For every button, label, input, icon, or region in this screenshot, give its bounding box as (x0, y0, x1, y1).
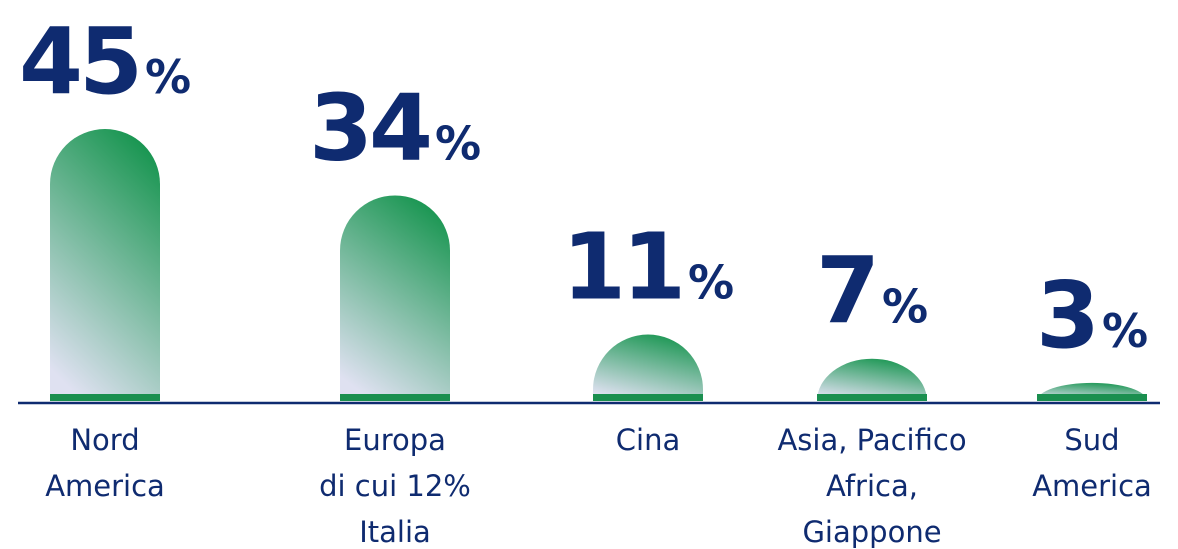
category-line: Asia, Pacifico (777, 423, 966, 457)
category-label: Cina (616, 423, 680, 457)
bar-base (817, 394, 927, 401)
category-line: America (1032, 469, 1152, 503)
bar-base (340, 394, 450, 401)
category-line: Italia (359, 515, 431, 549)
category-line: Europa (344, 423, 446, 457)
bar (50, 129, 160, 401)
bar (817, 358, 927, 401)
value-label: 11% (562, 214, 734, 321)
bar (340, 195, 450, 401)
category-label: Europa di cui 12% Italia (319, 423, 471, 549)
category-line: Africa, (826, 469, 918, 503)
value-label: 3% (1036, 262, 1148, 369)
category-line: Sud (1064, 423, 1119, 457)
value-number: 45 (19, 8, 139, 115)
category-line: Giappone (802, 515, 941, 549)
bar-base (50, 394, 160, 401)
value-unit: % (882, 280, 928, 334)
value-label: 45% (19, 8, 191, 115)
category-label: Nord America (45, 423, 165, 503)
category-line: di cui 12% (319, 469, 471, 503)
value-number: 34 (309, 74, 429, 181)
value-unit: % (1102, 304, 1148, 358)
bar-base (1037, 394, 1147, 401)
bar-base (593, 394, 703, 401)
value-label: 34% (309, 74, 481, 181)
value-number: 11 (562, 214, 682, 321)
value-unit: % (688, 256, 734, 310)
category-line: Cina (616, 423, 680, 457)
value-unit: % (145, 50, 191, 104)
category-line: America (45, 469, 165, 503)
value-unit: % (435, 116, 481, 170)
value-label: 7% (816, 238, 928, 345)
value-number: 7 (816, 238, 876, 345)
bar (593, 334, 703, 401)
category-line: Nord (70, 423, 139, 457)
category-label: Asia, Pacifico Africa, Giappone (777, 423, 966, 549)
category-label: Sud America (1032, 423, 1152, 503)
value-number: 3 (1036, 262, 1096, 369)
